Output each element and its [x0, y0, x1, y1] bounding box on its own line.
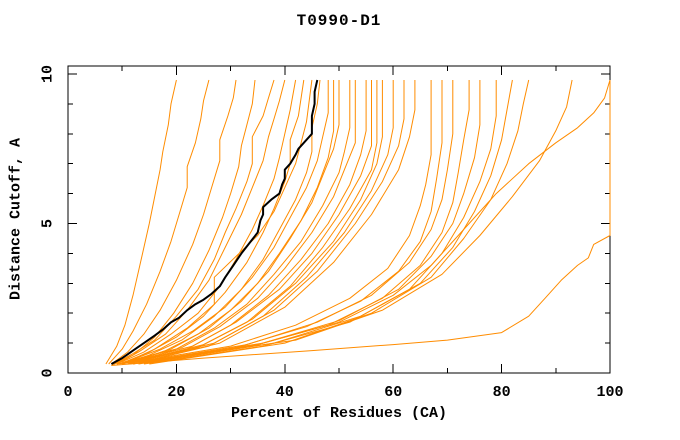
model-curve: [138, 79, 573, 363]
model-curve: [105, 79, 177, 365]
model-curve: [122, 80, 356, 363]
y-axis-title: Distance Cutoff, A: [7, 137, 25, 301]
model-curve: [149, 79, 530, 365]
model-curve: [143, 80, 481, 363]
x-tick-label: 80: [493, 384, 511, 401]
model-curve: [132, 80, 416, 365]
model-curve: [113, 79, 275, 365]
model-curve: [149, 79, 513, 363]
y-tick-label: 5: [40, 219, 57, 228]
model-curve: [116, 79, 611, 365]
model-curve: [116, 79, 286, 365]
model-curve: [119, 79, 305, 365]
model-curve: [132, 80, 405, 363]
model-curve: [111, 79, 256, 366]
x-axis-title: Percent of Residues (CA): [230, 405, 448, 422]
x-tick-label: 100: [596, 384, 623, 401]
model-curve: [124, 80, 329, 363]
model-curve: [108, 79, 210, 365]
model-curve: [127, 80, 340, 363]
x-tick-label: 0: [63, 384, 72, 401]
x-tick-label: 40: [276, 384, 294, 401]
model-curve: [116, 79, 297, 365]
highlighted-model-curve: [110, 79, 319, 365]
model-curve: [111, 79, 237, 365]
model-curve: [143, 80, 497, 365]
model-curve: [132, 80, 432, 363]
model-curve: [127, 80, 372, 363]
x-tick-label: 60: [384, 384, 402, 401]
model-curve: [121, 79, 313, 365]
x-tick-label: 20: [167, 384, 185, 401]
chart-title: T0990-D1: [296, 12, 382, 30]
model-curve: [138, 80, 454, 363]
model-curve: [111, 80, 611, 366]
model-curve: [130, 80, 351, 365]
model-curve: [132, 80, 443, 365]
model-curve: [122, 80, 367, 365]
y-tick-label: 0: [40, 368, 57, 377]
model-curve: [132, 80, 383, 363]
y-tick-label: 10: [40, 65, 57, 83]
